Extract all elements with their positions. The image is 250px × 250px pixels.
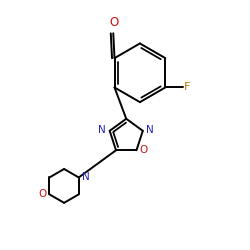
Text: O: O	[140, 145, 148, 155]
Text: O: O	[38, 189, 46, 199]
Text: O: O	[109, 16, 118, 29]
Text: N: N	[98, 125, 106, 135]
Text: N: N	[146, 125, 154, 135]
Text: F: F	[184, 82, 190, 92]
Text: N: N	[82, 172, 90, 182]
